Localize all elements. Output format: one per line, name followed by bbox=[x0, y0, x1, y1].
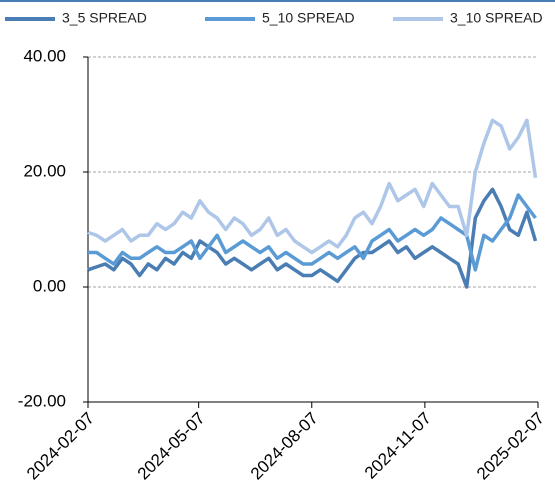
y-tick-label: 40.00 bbox=[23, 46, 66, 65]
series-line bbox=[87, 118, 538, 255]
y-tick-label: 0.00 bbox=[33, 276, 66, 295]
legend-label: 3_5 SPREAD bbox=[62, 10, 147, 26]
y-tick-label: -20.00 bbox=[18, 391, 66, 410]
series-line bbox=[87, 187, 538, 289]
x-tick-label: 2024-02-07 bbox=[23, 409, 98, 484]
legend-label: 3_10 SPREAD bbox=[450, 10, 543, 26]
series-line bbox=[88, 193, 537, 272]
x-tick-label: 2024-11-07 bbox=[361, 409, 435, 483]
y-tick-label: 20.00 bbox=[23, 161, 66, 180]
x-tick-label: 2024-05-07 bbox=[134, 409, 209, 484]
legend-label: 5_10 SPREAD bbox=[262, 10, 355, 26]
x-tick-label: 2025-02-07 bbox=[473, 409, 548, 484]
x-tick-label: 2024-08-07 bbox=[247, 409, 322, 484]
